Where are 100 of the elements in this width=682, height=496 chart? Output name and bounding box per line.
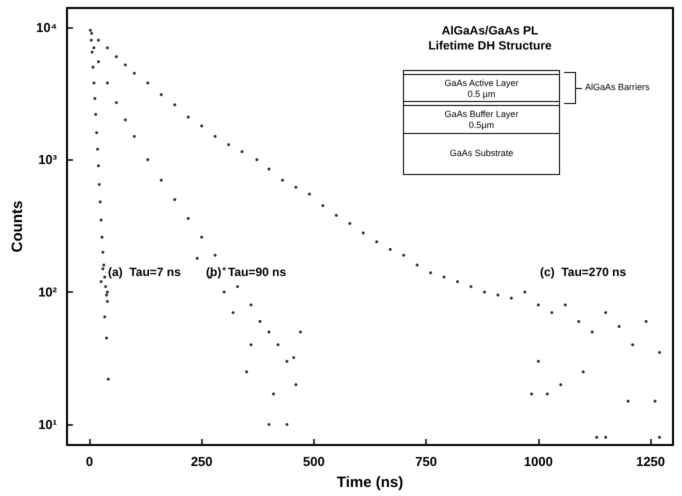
point xyxy=(250,303,253,306)
y-axis-title: Counts xyxy=(9,200,26,252)
point xyxy=(106,290,109,294)
point xyxy=(98,182,101,186)
point xyxy=(236,285,240,288)
point xyxy=(564,303,567,306)
annotation: (a) Tau=7 ns xyxy=(108,265,182,279)
annotation: (b) Tau=90 ns xyxy=(206,265,286,279)
point xyxy=(268,422,270,426)
point xyxy=(298,330,302,334)
point xyxy=(250,343,253,346)
point xyxy=(429,271,432,274)
x-tick-label: 0 xyxy=(86,454,94,469)
y-tick-label: 10⁴ xyxy=(36,20,57,35)
point xyxy=(245,370,248,374)
point xyxy=(173,198,176,202)
point xyxy=(582,370,585,374)
annotation: (c) Tau=270 ns xyxy=(540,265,626,279)
point xyxy=(98,200,102,204)
point xyxy=(595,436,598,439)
point xyxy=(132,72,136,75)
x-axis-title: Time (ns) xyxy=(336,474,404,491)
point xyxy=(268,168,270,171)
point xyxy=(96,60,100,64)
point xyxy=(101,250,104,254)
point xyxy=(232,311,235,314)
point xyxy=(402,254,406,257)
point xyxy=(124,118,127,122)
point xyxy=(90,32,94,35)
x-tick-label: 500 xyxy=(303,454,325,469)
point xyxy=(146,81,150,84)
point xyxy=(88,28,92,32)
point xyxy=(104,285,108,288)
point xyxy=(92,66,95,69)
point xyxy=(103,315,106,318)
point xyxy=(442,276,446,279)
point xyxy=(496,294,500,297)
point xyxy=(106,81,109,84)
point xyxy=(416,264,419,267)
point xyxy=(106,46,109,50)
point xyxy=(577,320,580,323)
point xyxy=(348,222,352,225)
point xyxy=(258,320,262,323)
point xyxy=(292,356,296,360)
point xyxy=(114,55,118,58)
point xyxy=(285,360,288,363)
point xyxy=(255,158,258,162)
point xyxy=(631,343,634,346)
point xyxy=(103,276,106,279)
point xyxy=(114,101,118,104)
annotation: 0.5µm xyxy=(468,120,496,131)
point xyxy=(456,280,460,284)
annotation: GaAs Substrate xyxy=(448,148,514,159)
point xyxy=(536,360,540,363)
point xyxy=(160,178,163,182)
point xyxy=(200,124,204,128)
point xyxy=(308,192,311,196)
point xyxy=(321,204,324,208)
point xyxy=(658,350,662,354)
point xyxy=(227,143,230,146)
point xyxy=(196,256,199,260)
point xyxy=(334,214,338,217)
y-tick-label: 10³ xyxy=(38,152,58,168)
point xyxy=(530,392,534,396)
y-tick-label: 10² xyxy=(38,284,58,300)
point xyxy=(604,436,608,439)
x-tick-label: 750 xyxy=(415,454,437,469)
point xyxy=(470,285,472,288)
point xyxy=(618,324,621,328)
point xyxy=(102,264,106,267)
point xyxy=(186,116,190,119)
point xyxy=(240,150,244,154)
point xyxy=(100,218,103,222)
point xyxy=(272,392,275,396)
point xyxy=(96,164,100,168)
point xyxy=(658,436,662,439)
point xyxy=(644,320,648,323)
point xyxy=(294,186,298,189)
point xyxy=(100,236,104,239)
point xyxy=(626,400,630,403)
point xyxy=(106,300,109,303)
point xyxy=(105,336,108,340)
x-tick-label: 250 xyxy=(190,454,213,469)
point xyxy=(285,422,288,426)
point xyxy=(482,290,486,294)
point xyxy=(590,330,594,334)
point xyxy=(654,400,657,403)
point xyxy=(96,38,100,42)
point xyxy=(214,134,217,138)
point xyxy=(93,97,96,100)
point xyxy=(523,290,526,294)
point xyxy=(95,131,98,134)
point xyxy=(276,343,280,346)
annotation: 0.5 µm xyxy=(466,89,496,100)
point xyxy=(294,383,298,386)
annotation: GaAs Active Layer xyxy=(443,78,520,89)
point xyxy=(200,236,204,239)
point xyxy=(375,240,378,244)
point xyxy=(100,280,103,284)
point xyxy=(268,330,270,334)
